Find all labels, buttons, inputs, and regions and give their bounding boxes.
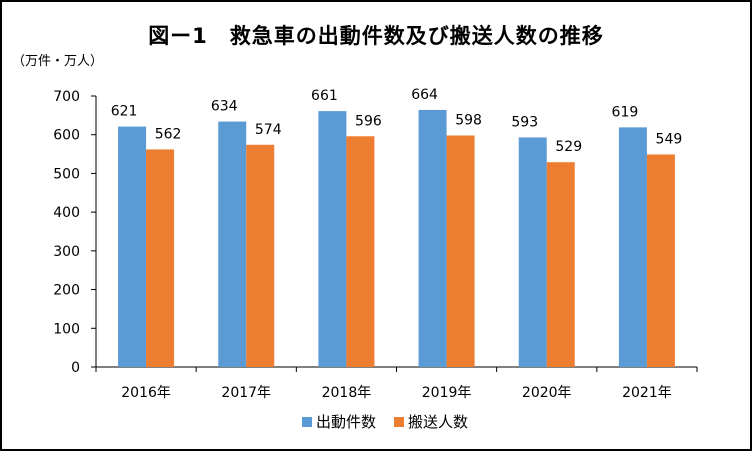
- legend-swatch: [394, 417, 404, 427]
- data-label: 593: [511, 114, 538, 130]
- chart-title: 図ー1 救急車の出動件数及び搬送人数の推移: [148, 24, 604, 48]
- y-tick-label: 100: [53, 321, 80, 337]
- bar: [318, 111, 347, 367]
- y-axis-unit-label: （万件・万人）: [12, 54, 104, 69]
- data-labels: 621 562 634 574 661 596 664 598 593 529 619 549: [111, 87, 683, 155]
- bars: [118, 109, 675, 368]
- bar: [146, 149, 175, 367]
- y-tick-label: 600: [53, 128, 80, 144]
- x-axis: 2016年 2017年 2018年 2019年 2020年 2021年: [95, 366, 698, 401]
- data-label: 634: [211, 99, 238, 115]
- bar: [646, 154, 675, 367]
- bar: [546, 162, 575, 367]
- data-label: 574: [255, 122, 282, 138]
- y-tick-label: 200: [53, 283, 80, 299]
- data-label: 549: [656, 131, 683, 147]
- data-label: 619: [612, 104, 639, 120]
- bar: [518, 137, 547, 367]
- data-label: 596: [355, 113, 382, 129]
- data-label: 664: [411, 87, 438, 103]
- data-label: 661: [311, 88, 338, 104]
- data-label: 529: [555, 139, 582, 155]
- x-tick-label: 2019年: [422, 385, 472, 401]
- y-tick-label: 400: [53, 205, 80, 221]
- legend-label: 出動件数: [316, 413, 376, 431]
- x-tick-label: 2020年: [522, 385, 572, 401]
- y-tick-label: 500: [53, 166, 80, 182]
- legend-swatch: [302, 417, 312, 427]
- legend-label: 搬送人数: [408, 413, 468, 431]
- x-tick-label: 2021年: [622, 385, 672, 401]
- bar: [346, 136, 375, 367]
- y-axis: 0 100 200 300 400 500 600 700: [53, 89, 97, 376]
- x-tick-label: 2018年: [322, 385, 372, 401]
- data-label: 621: [111, 104, 138, 120]
- data-label: 562: [155, 126, 182, 142]
- bar: [418, 109, 447, 368]
- x-tick-label: 2017年: [221, 385, 271, 401]
- bar: [618, 127, 647, 367]
- legend: 出動件数 搬送人数: [302, 413, 468, 431]
- y-tick-label: 300: [53, 244, 80, 260]
- bar: [446, 135, 475, 367]
- bar: [246, 144, 275, 367]
- y-tick-label: 0: [71, 360, 80, 376]
- data-label: 598: [455, 112, 482, 128]
- bar: [118, 126, 147, 367]
- y-tick-label: 700: [53, 89, 80, 105]
- bar: [218, 121, 247, 368]
- x-tick-label: 2016年: [121, 385, 171, 401]
